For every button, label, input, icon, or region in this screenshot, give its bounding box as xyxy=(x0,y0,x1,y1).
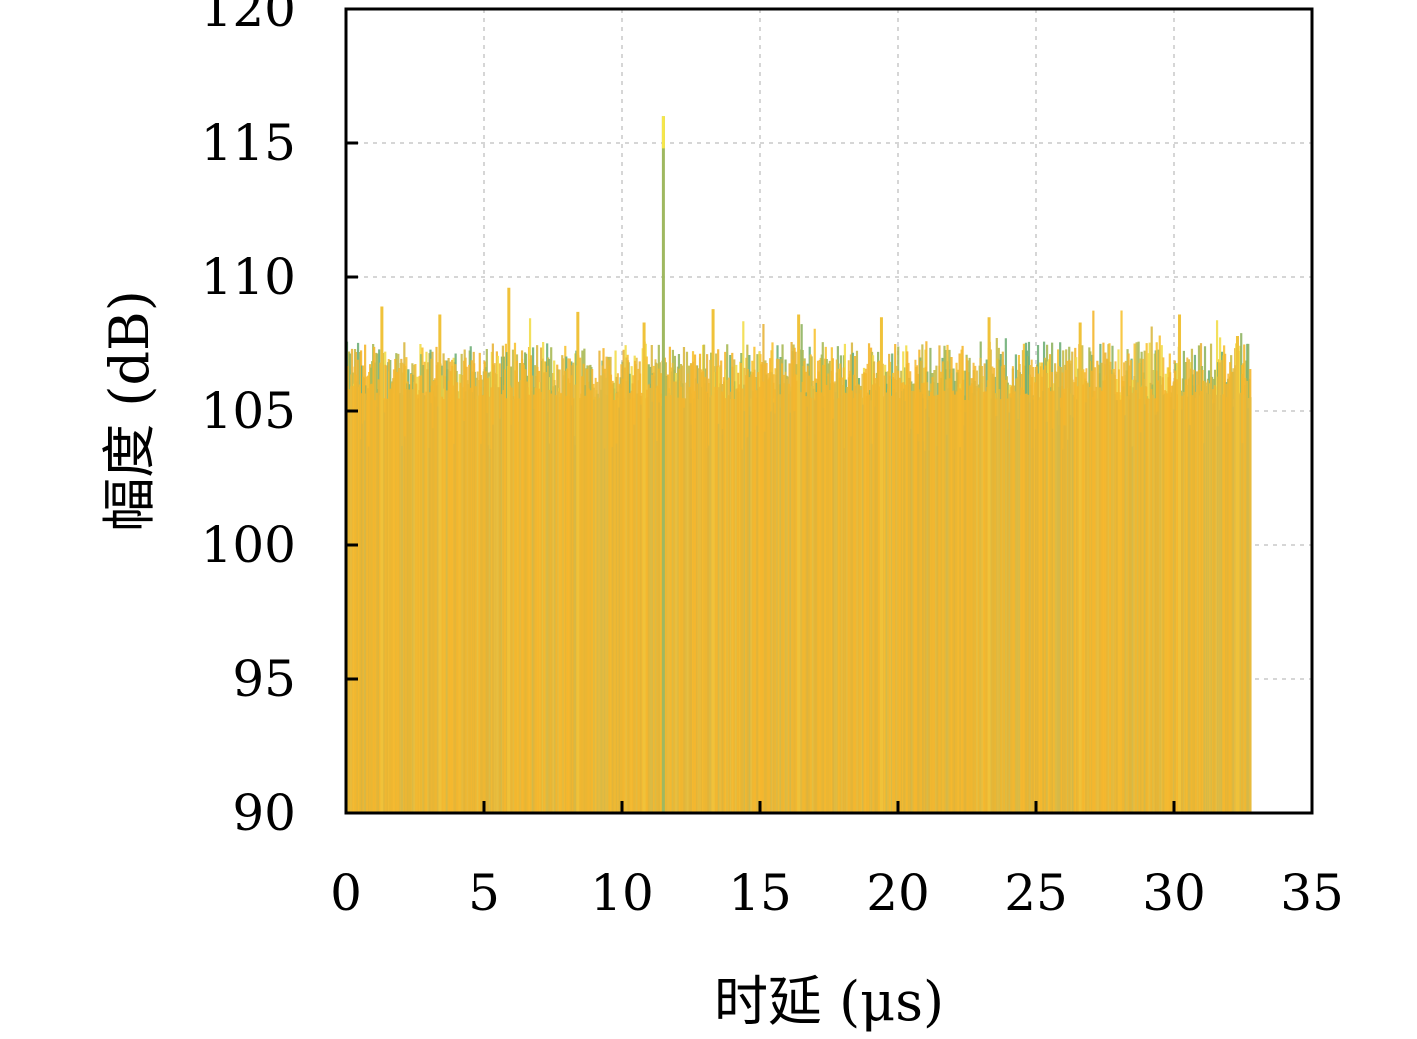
x-tick-label: 20 xyxy=(866,864,930,922)
x-tick-label: 25 xyxy=(1004,864,1068,922)
x-tick-label: 5 xyxy=(468,864,500,922)
bar-series xyxy=(344,116,1252,813)
y-axis-label: 幅度 (dB) xyxy=(98,290,161,532)
x-tick-label: 10 xyxy=(590,864,654,922)
y-tick-label: 115 xyxy=(201,114,296,172)
y-tick-label: 90 xyxy=(232,784,296,842)
x-tick-labels: 0 5 10 15 20 25 30 35 xyxy=(330,864,1344,922)
x-tick-label: 15 xyxy=(728,864,792,922)
x-axis-label: 时延 (μs) xyxy=(714,970,944,1033)
y-tick-label: 95 xyxy=(232,650,296,708)
y-tick-label: 105 xyxy=(201,382,296,440)
x-tick-label: 30 xyxy=(1142,864,1206,922)
x-tick-label: 35 xyxy=(1280,864,1344,922)
y-tick-label: 120 xyxy=(201,0,296,38)
y-tick-label: 100 xyxy=(201,516,296,574)
plot-frame xyxy=(344,7,1314,815)
y-tick-labels: 90 95 100 105 110 115 120 xyxy=(201,0,296,842)
y-tick-label: 110 xyxy=(201,248,296,306)
x-tick-label: 0 xyxy=(330,864,362,922)
